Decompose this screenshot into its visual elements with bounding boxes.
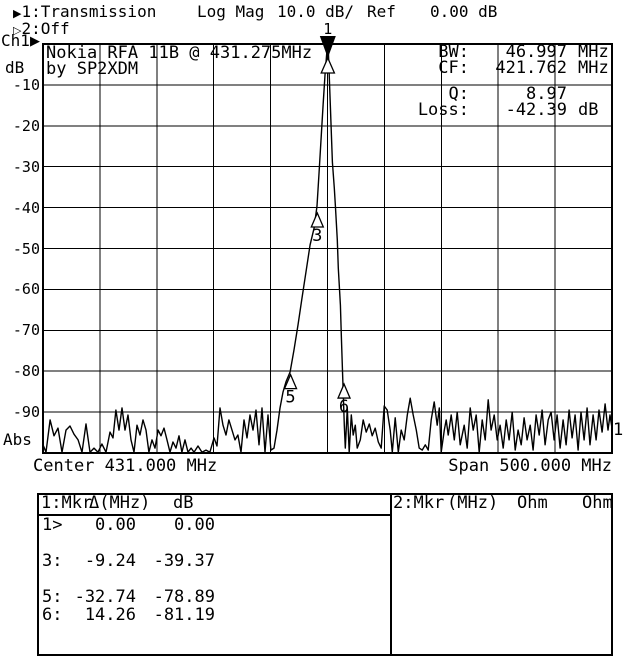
marker-row-id: 6:: [42, 605, 63, 625]
marker-table-right-col3: Ohm: [582, 493, 613, 513]
trace2-inactive-arrow-icon: ▷: [13, 24, 22, 37]
trace1-active-arrow-icon: ▶: [13, 7, 22, 20]
marker-table-right-title: 2:Mkr: [393, 493, 445, 513]
result-label: BW:: [438, 42, 469, 62]
trace2-status: ▷2:Off: [13, 21, 70, 38]
marker-table-divider: [390, 495, 392, 654]
marker-row-delta: 14.26: [84, 605, 136, 625]
channel-label: Ch1: [1, 31, 30, 50]
center-frequency-label: Center 431.000 MHz: [33, 456, 218, 476]
marker-table-right-col2: Ohm: [517, 493, 548, 513]
y-tick-label--20: -20: [12, 117, 40, 135]
trace1-label: 1:Transmission: [21, 2, 157, 21]
marker-table-header-underline: [39, 514, 390, 516]
marker-table-left-col2: dB: [173, 493, 194, 513]
marker-3-symbol: [310, 211, 325, 228]
result-value: 8.97: [526, 84, 567, 104]
result-value: 46.997: [505, 42, 567, 62]
y-axis-bottom-label: Abs: [3, 430, 32, 449]
result-unit: dB: [578, 100, 599, 120]
channel-ref-arrow-icon: ▶: [30, 34, 40, 49]
y-tick-label--30: -30: [12, 158, 40, 176]
result-value: -42.39: [505, 100, 567, 120]
y-tick-label--80: -80: [12, 362, 40, 380]
result-unit: MHz: [578, 58, 609, 78]
trace-number-label: 1: [613, 420, 624, 440]
trace-1: [42, 46, 613, 453]
marker-3-label: 3: [312, 226, 322, 246]
y-tick-label--50: -50: [12, 240, 40, 258]
trace2-label: 2:Off: [21, 19, 70, 38]
marker-row-db: -78.89: [153, 587, 215, 607]
marker-6-symbol: [337, 382, 352, 399]
marker-row-delta: -9.24: [84, 551, 136, 571]
y-axis-unit: dB: [5, 58, 25, 77]
marker-6-label: 6: [339, 397, 349, 417]
ref-value: 0.00 dB: [430, 2, 498, 21]
span-label: Span 500.000 MHz: [448, 456, 612, 476]
marker-1-peak-symbol: [320, 56, 336, 74]
marker-1-active-symbol: [319, 36, 336, 58]
device-annotation-line2: by SP2XDM: [46, 59, 139, 79]
result-value: 421.762: [495, 58, 567, 78]
marker-row-delta: 0.00: [95, 515, 136, 535]
marker-table: 1:Mkr Δ(MHz) dB 2:Mkr (MHz) Ohm Ohm 1> 0.…: [37, 493, 613, 656]
result-label: Loss:: [417, 100, 469, 120]
marker-table-left-title: 1:Mkr: [41, 493, 93, 513]
marker-row-id: 3:: [42, 551, 63, 571]
marker-5-symbol: [283, 373, 298, 390]
marker-row-id: 1>: [42, 515, 63, 535]
marker-table-right-col1: (MHz): [447, 493, 499, 513]
y-tick-label--40: -40: [12, 199, 40, 217]
y-tick-label--60: -60: [12, 280, 40, 298]
format-label: Log Mag: [197, 2, 265, 21]
marker-row-db: -81.19: [153, 605, 215, 625]
device-annotation-line1: Nokia RFA 11B @ 431.275MHz: [46, 43, 313, 63]
y-tick-label--70: -70: [12, 321, 40, 339]
marker-table-left-col1: Δ(MHz): [89, 493, 151, 513]
marker-row-id: 5:: [42, 587, 63, 607]
result-label: CF:: [438, 58, 469, 78]
result-unit: MHz: [578, 42, 609, 62]
y-tick-label--10: -10: [12, 76, 40, 94]
marker-1-label: 1: [323, 20, 332, 38]
y-tick-label--90: -90: [12, 403, 40, 421]
scale-label: 10.0 dB/: [277, 2, 355, 21]
marker-5-label: 5: [285, 388, 295, 408]
ref-label: Ref: [367, 2, 396, 21]
trace1-status: ▶1:Transmission: [13, 4, 156, 21]
result-label: Q:: [448, 84, 469, 104]
marker-row-db: -39.37: [153, 551, 215, 571]
marker-row-db: 0.00: [174, 515, 215, 535]
marker-row-delta: -32.74: [74, 587, 136, 607]
